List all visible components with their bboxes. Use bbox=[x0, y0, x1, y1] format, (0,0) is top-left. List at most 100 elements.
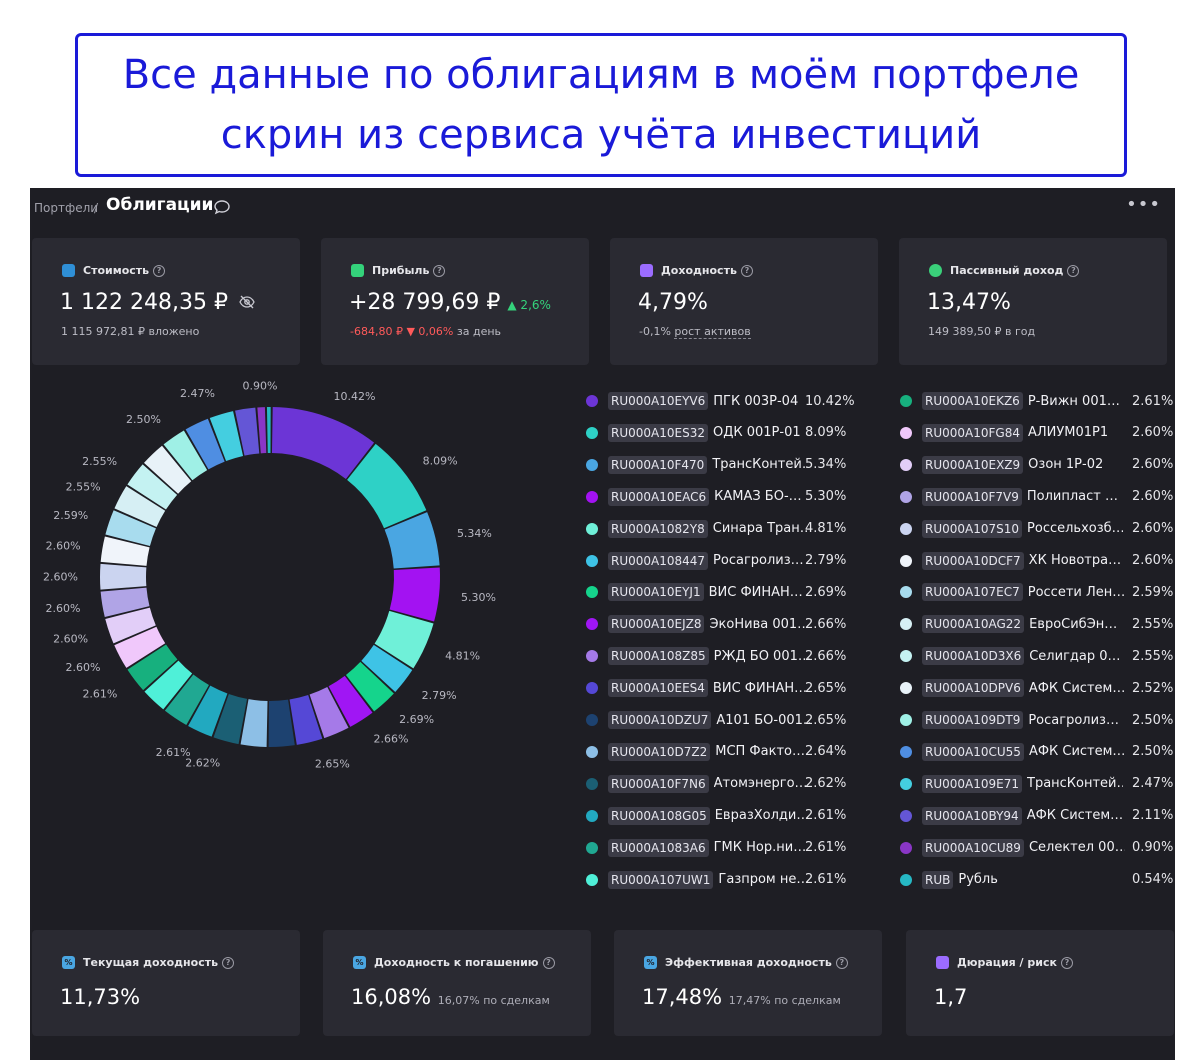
donut-slice-RU000A10EES4[interactable] bbox=[289, 694, 323, 745]
breadcrumb-parent-link[interactable]: Портфели bbox=[34, 201, 99, 215]
legend-item[interactable]: RU000A10CU89 Селектел 00… 0.90% bbox=[900, 836, 1175, 860]
legend-item[interactable]: RU000A10CU55 АФК Систем… 2.50% bbox=[900, 740, 1175, 764]
card-yield[interactable]: Доходность ? 4,79% -0,1% рост активов bbox=[610, 238, 878, 365]
donut-slice-RU000A107EC7[interactable] bbox=[105, 510, 156, 546]
help-icon[interactable]: ? bbox=[835, 956, 848, 969]
donut-slice-RU000A10CU89[interactable] bbox=[257, 407, 267, 454]
legend-item[interactable]: RU000A109DT9 Росагролиз… 2.50% bbox=[900, 708, 1175, 732]
legend-item[interactable]: RU000A10AG22 ЕвроСибЭн… 2.55% bbox=[900, 612, 1175, 636]
help-icon[interactable]: ? bbox=[153, 264, 166, 277]
legend-item[interactable]: RU000A1082Y8 Синара Тран… 4.81% bbox=[586, 517, 876, 541]
legend-item[interactable]: RU000A10EKZ6 Р-Вижн 001… 2.61% bbox=[900, 389, 1175, 413]
legend-item[interactable]: RU000A10EJZ8 ЭкоНива 001… 2.66% bbox=[586, 612, 876, 636]
legend-item[interactable]: RU000A10EYV6 ПГК 003Р-04 10.42% bbox=[586, 389, 876, 413]
donut-slice-RU000A108Z85[interactable] bbox=[309, 686, 349, 739]
legend-item[interactable]: RUB Рубль 0.54% bbox=[900, 868, 1175, 892]
help-icon[interactable]: ? bbox=[1067, 264, 1080, 277]
help-icon[interactable]: ? bbox=[433, 264, 446, 277]
donut-data-label: 2.55% bbox=[66, 481, 101, 494]
donut-slice-RU000A10EYJ1[interactable] bbox=[345, 661, 394, 712]
donut-slice-RU000A10DZU7[interactable] bbox=[268, 699, 295, 747]
metric-current-yield[interactable]: % Текущая доходность ? 11,73% bbox=[32, 930, 300, 1036]
legend-item[interactable]: RU000A108Z85 РЖД БО 001… 2.66% bbox=[586, 644, 876, 668]
donut-slice-RU000A10FG84[interactable] bbox=[114, 626, 166, 668]
donut-slice-RU000A10EYV6[interactable] bbox=[271, 407, 375, 479]
legend-item[interactable]: RU000A10D7Z2 МСП Факто… 2.64% bbox=[586, 740, 876, 764]
donut-slice-RUB[interactable] bbox=[266, 407, 271, 454]
legend-item[interactable]: RU000A108G05 ЕвразХолди… 2.61% bbox=[586, 804, 876, 828]
legend-item[interactable]: RU000A1083A6 ГМК Нор.ни… 2.61% bbox=[586, 836, 876, 860]
donut-slice-RU000A107S10[interactable] bbox=[100, 563, 147, 590]
donut-slice-RU000A109DT9[interactable] bbox=[163, 430, 208, 481]
metric-effective-yield[interactable]: % Эффективная доходность ? 17,48% 17,47%… bbox=[614, 930, 882, 1036]
legend-item[interactable]: RU000A10D3X6 Селигдар 0… 2.55% bbox=[900, 644, 1175, 668]
legend-percent: 2.60% bbox=[1132, 489, 1174, 505]
legend-item[interactable]: RU000A10DCF7 ХК Новотра… 2.60% bbox=[900, 549, 1175, 573]
donut-slice-RU000A10F470[interactable] bbox=[384, 512, 440, 569]
help-icon[interactable]: ? bbox=[740, 264, 753, 277]
help-icon[interactable]: ? bbox=[542, 956, 555, 969]
legend-name: АЛИУМ01Р1 bbox=[1027, 425, 1109, 441]
help-icon[interactable]: ? bbox=[1060, 956, 1073, 969]
donut-slice-RU000A1082Y8[interactable] bbox=[374, 610, 434, 669]
legend-item[interactable]: RU000A107UW1 Газпром не… 2.61% bbox=[586, 868, 876, 892]
legend-item[interactable]: RU000A10EES4 ВИС ФИНАН… 2.65% bbox=[586, 676, 876, 700]
legend-item[interactable]: RU000A10EXZ9 Озон 1Р-02 2.60% bbox=[900, 453, 1175, 477]
donut-slice-RU000A10ES32[interactable] bbox=[347, 443, 427, 529]
donut-slice-RU000A10BY94[interactable] bbox=[235, 407, 260, 456]
donut-slice-RU000A10EJZ8[interactable] bbox=[328, 675, 373, 727]
legend-item[interactable]: RU000A10F7V9 Полипласт … 2.60% bbox=[900, 485, 1175, 509]
donut-data-label: 8.09% bbox=[423, 455, 458, 468]
donut-data-label: 2.62% bbox=[185, 756, 220, 769]
legend-item[interactable]: RU000A10F7N6 Атомэнерго… 2.62% bbox=[586, 772, 876, 796]
more-menu-icon[interactable]: ••• bbox=[1126, 194, 1161, 215]
legend-ticker: RU000A107S10 bbox=[922, 519, 1023, 538]
donut-slice-RU000A109E71[interactable] bbox=[209, 411, 244, 462]
legend-percent: 5.30% bbox=[805, 489, 847, 505]
legend-name: ОДК 001Р-01 bbox=[712, 425, 801, 441]
legend-percent: 2.60% bbox=[1132, 553, 1174, 568]
metric-duration[interactable]: Дюрация / риск ? 1,7 bbox=[906, 930, 1174, 1036]
donut-slice-RU000A10F7N6[interactable] bbox=[213, 693, 248, 745]
legend-item[interactable]: RU000A10DPV6 АФК Систем… 2.52% bbox=[900, 676, 1175, 700]
comment-icon[interactable] bbox=[213, 198, 231, 216]
legend-item[interactable]: RU000A10EAC6 КАМАЗ БО-… 5.30% bbox=[586, 485, 876, 509]
donut-slice-RU000A107UW1[interactable] bbox=[144, 660, 193, 710]
donut-slice-RU000A10AG22[interactable] bbox=[114, 486, 166, 527]
card-profit[interactable]: Прибыль ? +28 799,69 ₽ ▲ 2,6% -684,80 ₽ … bbox=[321, 238, 589, 365]
legend-item[interactable]: RU000A10ES32 ОДК 001Р-01 8.09% bbox=[586, 421, 876, 445]
donut-slice-RU000A108G05[interactable] bbox=[188, 685, 228, 737]
donut-slice-RU000A10D7Z2[interactable] bbox=[240, 699, 268, 747]
donut-slice-RU000A10EAC6[interactable] bbox=[389, 567, 440, 622]
metric-value: 1,7 bbox=[934, 985, 968, 1009]
donut-slice-RU000A10CU55[interactable] bbox=[185, 418, 225, 470]
legend-item[interactable]: RU000A10EYJ1 ВИС ФИНАН… 2.69% bbox=[586, 580, 876, 604]
legend-ticker: RU000A108447 bbox=[608, 551, 709, 570]
donut-slice-RU000A1083A6[interactable] bbox=[164, 674, 209, 725]
legend-item[interactable]: RU000A108447 Росагролиз… 2.79% bbox=[586, 549, 876, 573]
legend-name: ЕвразХолди… bbox=[714, 808, 810, 824]
legend-percent: 2.55% bbox=[1132, 648, 1174, 664]
legend-item[interactable]: RU000A10DZU7 А101 БО-001… 2.65% bbox=[586, 708, 876, 732]
profit-delta-badge: ▲ 2,6% bbox=[507, 298, 551, 312]
help-icon[interactable]: ? bbox=[222, 956, 235, 969]
legend-item[interactable]: RU000A109E71 ТрансКонтей… 2.47% bbox=[900, 772, 1175, 796]
hide-eye-icon[interactable] bbox=[239, 295, 255, 309]
legend-item[interactable]: RU000A10F470 ТрансКонтей… 5.34% bbox=[586, 453, 876, 477]
metric-ytm[interactable]: % Доходность к погашению ? 16,08% 16,07%… bbox=[323, 930, 591, 1036]
donut-slice-RU000A10F7V9[interactable] bbox=[100, 587, 150, 617]
legend-item[interactable]: RU000A10BY94 АФК Систем… 2.11% bbox=[900, 804, 1175, 828]
legend-item[interactable]: RU000A107EC7 Россети Лен… 2.59% bbox=[900, 580, 1175, 604]
legend-item[interactable]: RU000A10FG84 АЛИУМ01Р1 2.60% bbox=[900, 421, 1175, 445]
asset-growth-link[interactable]: рост активов bbox=[674, 325, 751, 339]
donut-slice-RU000A10EXZ9[interactable] bbox=[105, 607, 156, 644]
card-value[interactable]: Стоимость ? 1 122 248,35 ₽ 1 115 972,81 … bbox=[32, 238, 300, 365]
card-passive-income[interactable]: Пассивный доход ? 13,47% 149 389,50 ₽ в … bbox=[899, 238, 1167, 365]
legend-item[interactable]: RU000A107S10 Россельхозб… 2.60% bbox=[900, 517, 1175, 541]
donut-slice-RU000A10D3X6[interactable] bbox=[127, 464, 178, 510]
donut-slice-RU000A108447[interactable] bbox=[361, 644, 413, 692]
card-label: Стоимость bbox=[83, 264, 150, 277]
donut-slice-RU000A10DPV6[interactable] bbox=[143, 445, 192, 494]
donut-slice-RU000A10DCF7[interactable] bbox=[100, 536, 150, 566]
donut-slice-RU000A10EKZ6[interactable] bbox=[127, 644, 178, 691]
